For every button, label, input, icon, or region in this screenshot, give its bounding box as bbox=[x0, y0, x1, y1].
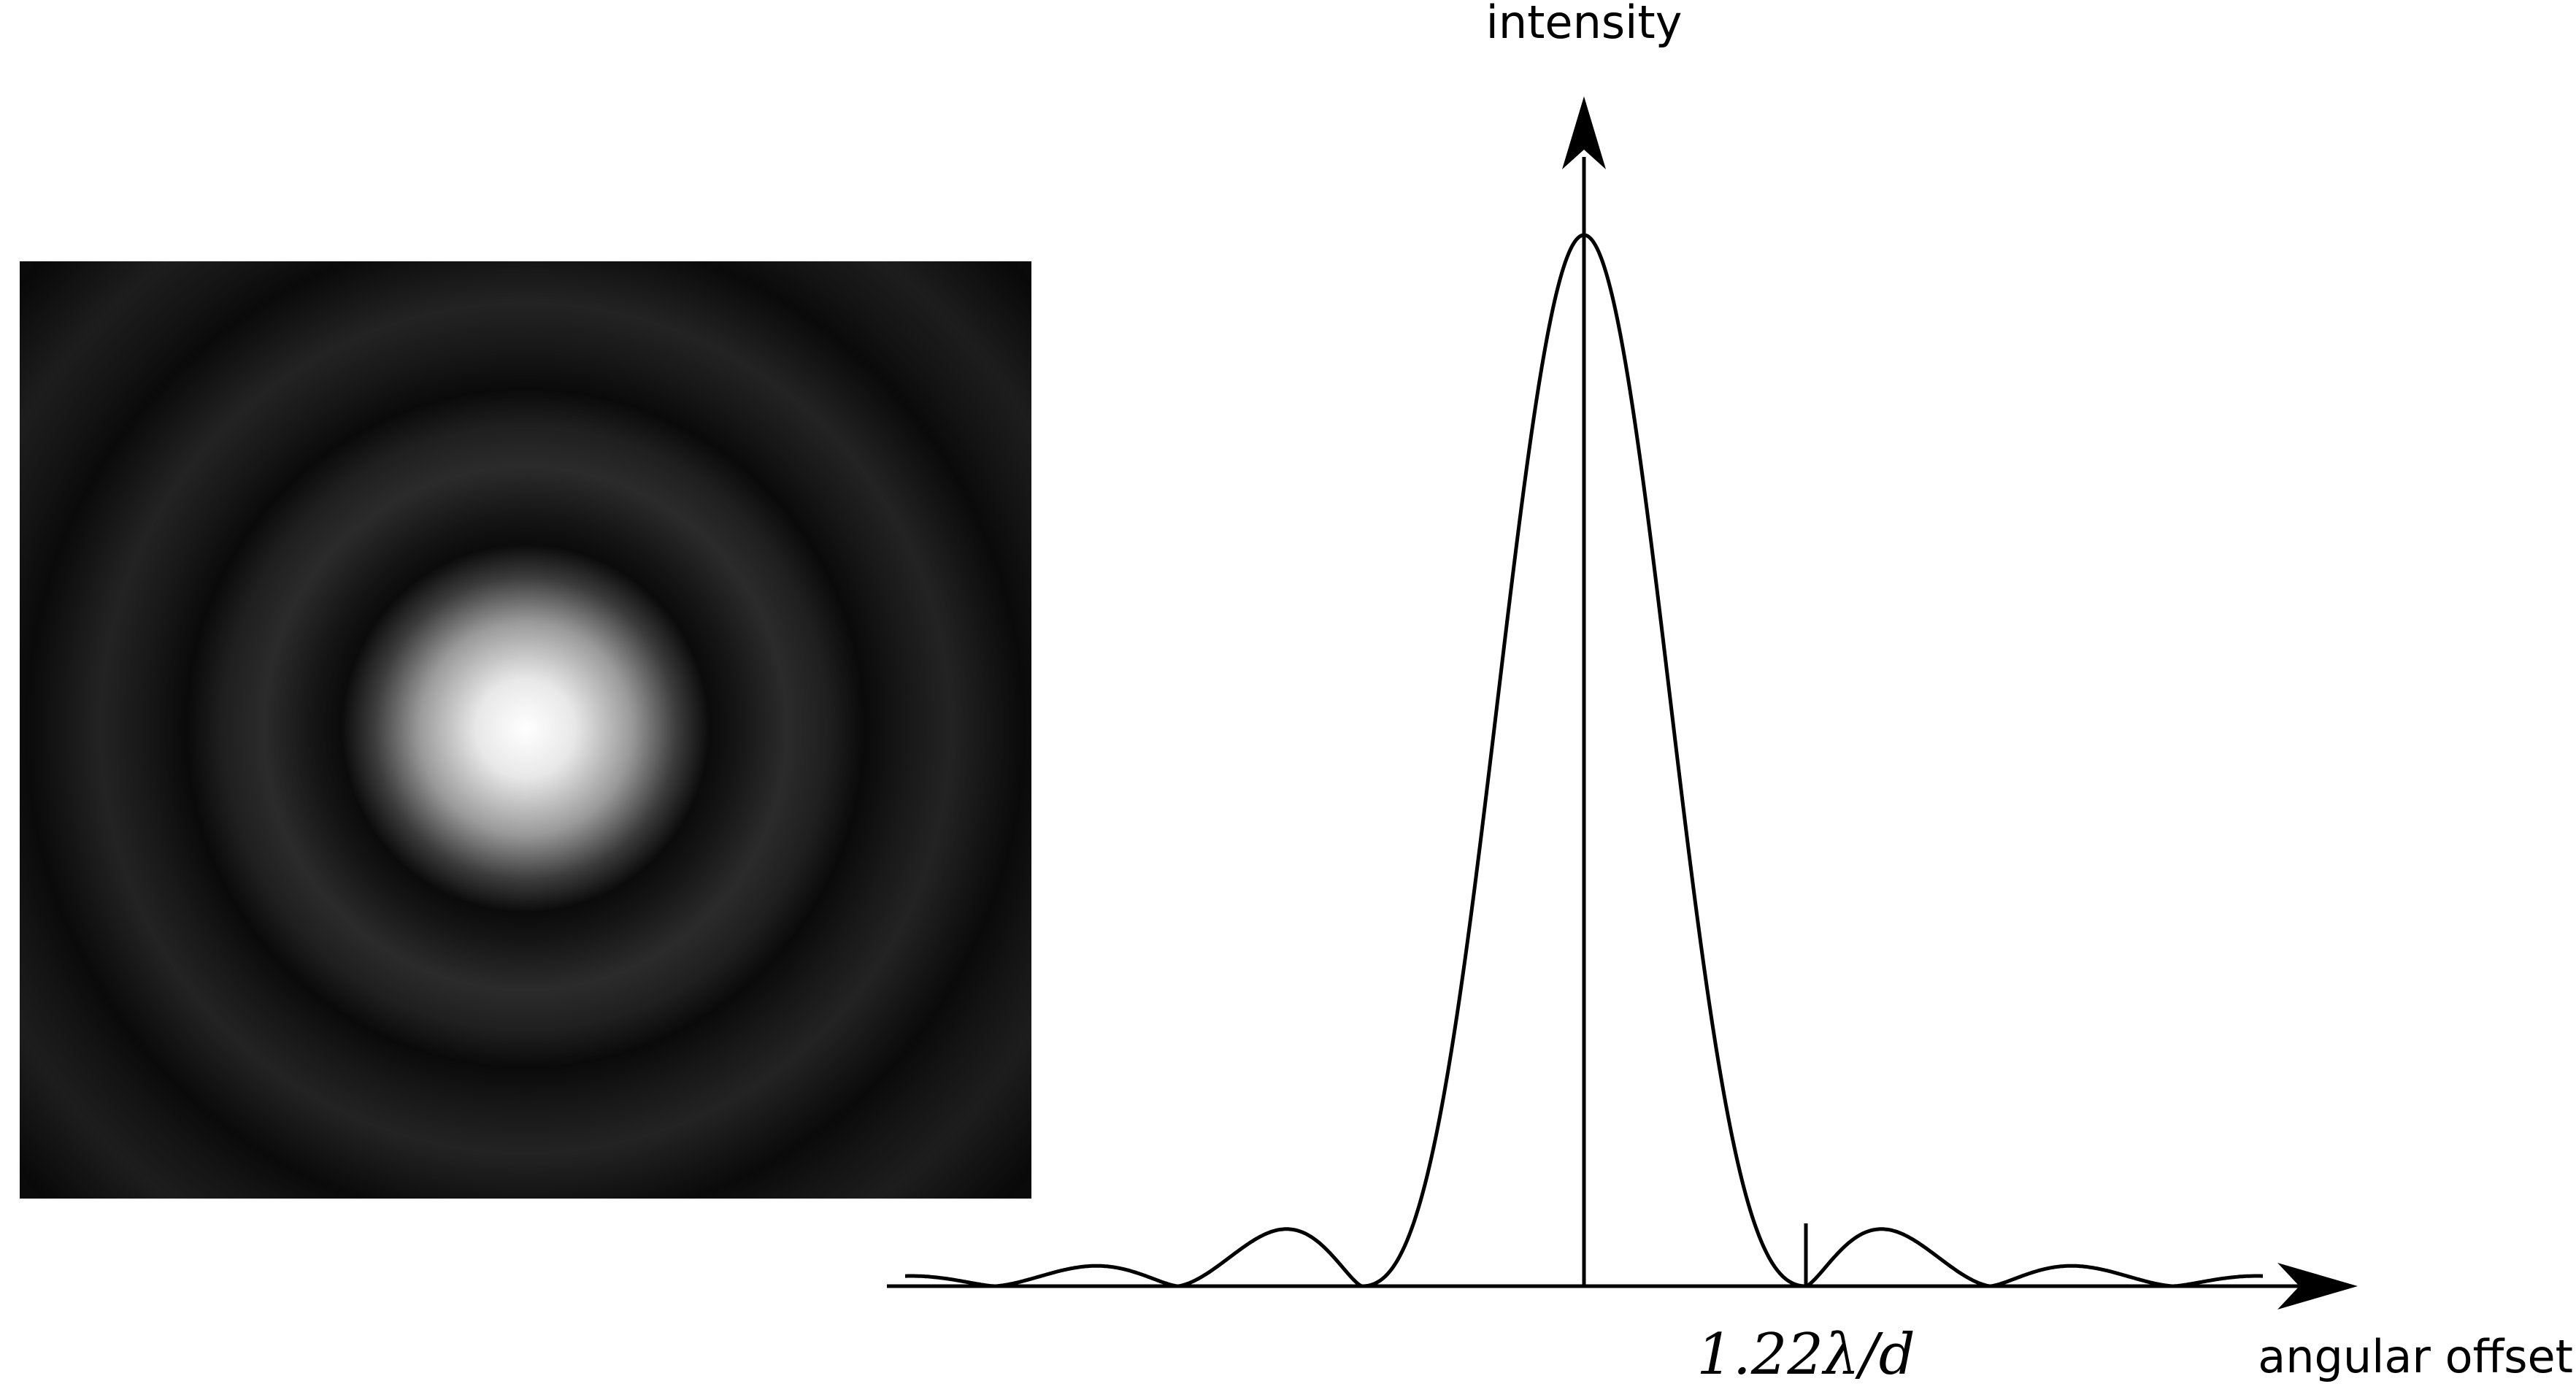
x-axis-arrowhead bbox=[2277, 1263, 2358, 1310]
first-minimum-label: 1.22λ/d bbox=[1696, 1322, 1915, 1388]
x-axis-label: angular offset bbox=[2258, 1330, 2573, 1383]
intensity-curve bbox=[905, 233, 2263, 1288]
y-axis-arrowhead bbox=[1562, 96, 1606, 169]
airy-disk-image bbox=[20, 261, 1031, 1199]
airy-disk-pattern-icon bbox=[20, 261, 1031, 1199]
y-axis-label: intensity bbox=[1486, 0, 1683, 49]
plot-axes bbox=[887, 157, 2314, 1288]
